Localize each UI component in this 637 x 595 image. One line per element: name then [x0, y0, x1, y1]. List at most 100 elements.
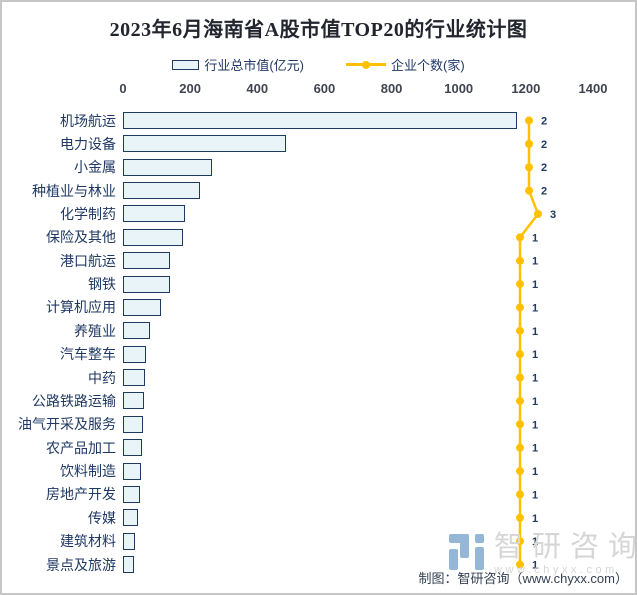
category-label: 汽车整车: [60, 346, 116, 363]
category-label: 种植业与林业: [32, 182, 116, 199]
count-data-label: 1: [532, 302, 538, 314]
legend-bar-label: 行业总市值(亿元): [204, 58, 304, 73]
bar-swatch-icon: [172, 59, 200, 70]
chart-title: 2023年6月海南省A股市值TOP20的行业统计图: [109, 19, 528, 41]
count-data-label: 1: [532, 489, 538, 501]
market-value-bar: [123, 509, 139, 527]
category-label: 饮料制造: [60, 463, 116, 480]
category-label: 中药: [88, 369, 116, 386]
count-marker: [516, 490, 524, 499]
market-value-bar: [123, 298, 161, 316]
count-data-label: 1: [532, 326, 538, 338]
market-value-bar: [123, 252, 170, 270]
count-data-label: 1: [532, 396, 538, 408]
x-tick-label: 800: [380, 81, 403, 96]
count-data-label: 1: [532, 256, 538, 268]
count-marker: [516, 350, 524, 359]
count-marker: [516, 467, 524, 476]
market-value-bar: [123, 182, 201, 200]
legend-item-market-value: 行业总市值(亿元): [172, 55, 304, 74]
count-marker: [525, 186, 533, 195]
category-label: 保险及其他: [46, 229, 116, 246]
category-label: 房地产开发: [46, 486, 116, 503]
count-marker: [516, 513, 524, 522]
count-marker: [516, 303, 524, 312]
x-tick-label: 1000: [444, 81, 474, 96]
x-tick-label: 1400: [578, 81, 608, 96]
count-marker: [516, 326, 524, 335]
chyxx-logo-icon: [449, 534, 485, 570]
count-marker: [516, 537, 524, 546]
watermark-brand: 智研咨询: [494, 531, 637, 563]
category-label: 化学制药: [60, 205, 116, 222]
market-value-bar: [123, 369, 145, 387]
count-marker: [516, 256, 524, 265]
count-data-label: 1: [532, 232, 538, 244]
category-label: 养殖业: [74, 322, 116, 339]
market-value-bar: [123, 158, 212, 176]
x-tick-label: 200: [179, 81, 201, 96]
count-marker: [516, 233, 524, 242]
count-data-label: 1: [532, 279, 538, 291]
x-tick-label: 600: [313, 81, 336, 96]
count-marker: [525, 116, 533, 125]
market-value-bar: [123, 275, 170, 293]
legend: 行业总市值(亿元) 企业个数(家): [2, 55, 635, 74]
count-data-label: 1: [532, 349, 538, 361]
count-data-label: 2: [541, 116, 547, 128]
category-label: 小金属: [74, 159, 116, 176]
x-tick-label: 0: [119, 81, 127, 96]
count-marker: [516, 420, 524, 429]
market-value-bar: [123, 462, 141, 480]
count-marker: [516, 443, 524, 452]
category-label: 农产品加工: [46, 439, 116, 456]
category-label: 景点及旅游: [46, 556, 116, 573]
market-value-bar: [123, 205, 185, 223]
count-data-label: 2: [541, 162, 547, 174]
category-label: 油气开采及服务: [18, 416, 116, 433]
category-label: 传媒: [88, 509, 116, 526]
legend-item-company-count: 企业个数(家): [346, 55, 465, 74]
line-swatch-icon: [346, 60, 386, 70]
market-value-bar: [123, 345, 147, 363]
market-value-bar: [123, 485, 141, 503]
market-value-bar: [123, 556, 135, 574]
category-label: 电力设备: [60, 135, 116, 152]
category-label: 公路铁路运输: [32, 392, 116, 409]
count-data-label: 1: [532, 536, 538, 548]
market-value-bar: [123, 392, 144, 410]
market-value-bar: [123, 322, 150, 340]
count-data-label: 1: [532, 513, 538, 525]
market-value-bar: [123, 439, 142, 457]
x-tick-label: 400: [246, 81, 269, 96]
legend-line-label: 企业个数(家): [391, 58, 465, 73]
count-marker: [516, 280, 524, 289]
count-data-label: 1: [532, 373, 538, 385]
count-data-label: 3: [550, 209, 556, 221]
credit-text: 制图：智研咨询（www.chyxx.com）: [418, 571, 628, 586]
count-data-label: 1: [532, 466, 538, 478]
count-marker: [525, 139, 533, 148]
count-data-label: 2: [541, 139, 547, 151]
count-marker: [516, 373, 524, 382]
market-value-bar: [123, 112, 518, 129]
category-label: 机场航运: [60, 112, 116, 129]
category-label: 建筑材料: [60, 533, 116, 550]
market-value-bar: [123, 135, 287, 153]
count-data-label: 2: [541, 186, 547, 198]
category-label: 计算机应用: [46, 299, 116, 316]
count-marker: [534, 209, 542, 218]
category-label: 港口航运: [60, 252, 116, 269]
market-value-bar: [123, 415, 144, 433]
category-label: 钢铁: [88, 276, 116, 293]
count-marker: [516, 396, 524, 405]
line-marker-dot-icon: [362, 60, 370, 69]
market-value-bar: [123, 532, 136, 550]
count-data-label: 1: [532, 419, 538, 431]
count-marker: [525, 163, 533, 172]
count-data-label: 1: [532, 443, 538, 455]
x-tick-label: 1200: [511, 81, 541, 96]
market-value-bar: [123, 228, 183, 246]
count-polyline: [518, 120, 540, 565]
